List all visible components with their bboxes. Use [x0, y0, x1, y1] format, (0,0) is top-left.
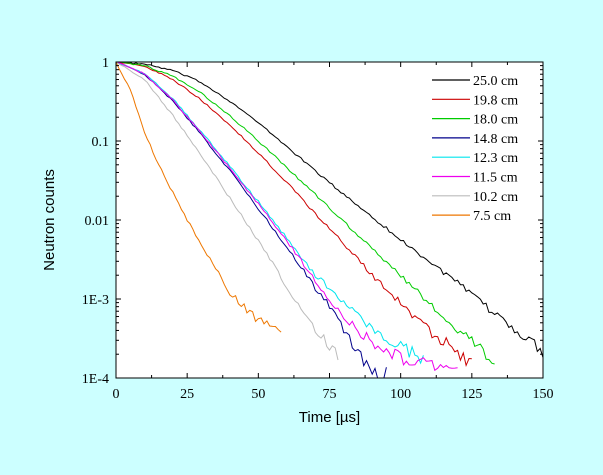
- x-axis-title: Time [µs]: [299, 409, 360, 426]
- y-tick-label: 0.01: [85, 214, 110, 229]
- legend-label: 14.8 cm: [473, 132, 518, 147]
- legend-label: 12.3 cm: [473, 151, 518, 166]
- series-line-18-0-cm: [116, 62, 495, 365]
- x-tick-label: 125: [461, 387, 482, 402]
- x-tick-label: 0: [113, 387, 120, 402]
- series-line-19-8-cm: [116, 62, 472, 368]
- y-tick-label: 1: [102, 56, 109, 71]
- legend-label: 11.5 cm: [473, 171, 518, 186]
- legend-label: 7.5 cm: [473, 209, 511, 224]
- legend-label: 18.0 cm: [473, 113, 518, 128]
- axes-layer: 0 25 50 75 100 125 150 1 0.1 0.01 1E-3 1E-4: [82, 56, 554, 402]
- y-tick-label: 1E-3: [82, 293, 109, 308]
- y-axis-title: Neutron counts: [41, 169, 58, 271]
- series-line-10-2-cm: [116, 62, 339, 361]
- x-tick-label: 100: [390, 387, 411, 402]
- series-layer: [116, 62, 543, 378]
- series-line-7-5-cm: [116, 62, 282, 333]
- x-tick-label: 25: [180, 387, 194, 402]
- y-tick-label: 0.1: [92, 135, 110, 150]
- legend: 25.0 cm 19.8 cm 18.0 cm 14.8 cm 12.3 cm 11.5 …: [432, 74, 518, 224]
- legend-label: 19.8 cm: [473, 93, 518, 108]
- series-line-11-5-cm: [116, 62, 458, 372]
- legend-label: 25.0 cm: [473, 74, 518, 89]
- series-line-25-0-cm: [116, 62, 543, 358]
- x-tick-label: 50: [251, 387, 265, 402]
- x-tick-label: 150: [533, 387, 554, 402]
- y-tick-label: 1E-4: [82, 372, 109, 387]
- x-tick-label: 75: [323, 387, 337, 402]
- legend-label: 10.2 cm: [473, 190, 518, 205]
